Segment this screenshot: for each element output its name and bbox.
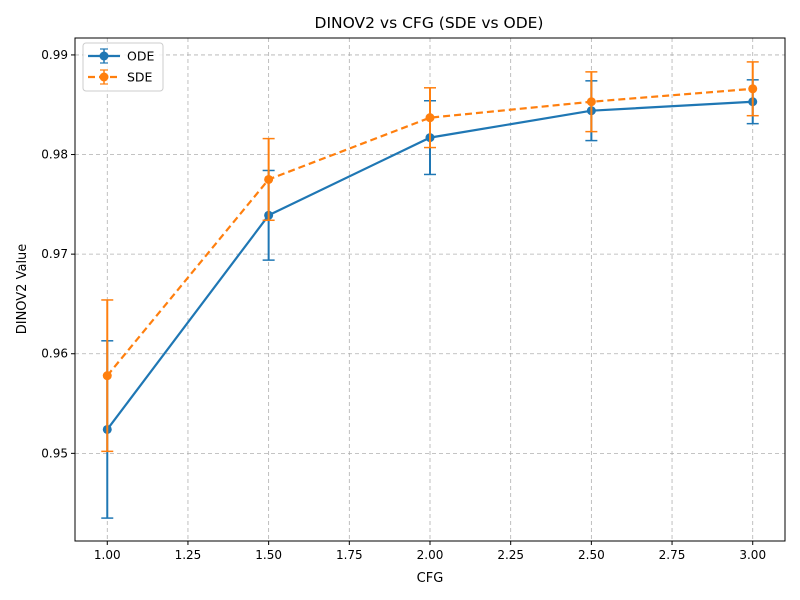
series-line-sde: [106, 87, 753, 377]
data-point-sde: [748, 84, 758, 94]
x-tick-label: 3.00: [739, 548, 766, 562]
x-tick-label: 1.00: [94, 548, 121, 562]
y-tick-label: 0.95: [41, 446, 68, 460]
x-tick-label: 2.25: [497, 548, 524, 562]
chart-title: DINOV2 vs CFG (SDE vs ODE): [315, 14, 544, 32]
y-axis-label: DINOV2 Value: [15, 244, 30, 335]
x-tick-label: 1.75: [336, 548, 363, 562]
y-tick-label: 0.97: [41, 247, 68, 261]
x-tick-label: 2.00: [417, 548, 444, 562]
y-tick-label: 0.98: [41, 148, 68, 162]
series-sde: [101, 61, 759, 453]
legend: ODE SDE: [82, 42, 164, 92]
legend-marker-ode: [99, 51, 109, 61]
x-tick-label: 1.50: [255, 548, 282, 562]
data-point-sde: [425, 113, 435, 123]
grid: [75, 38, 785, 541]
y-tick-label: 0.96: [41, 347, 68, 361]
data-point-sde: [586, 97, 596, 107]
axes: 1.00 1.25 1.50 1.75 2.00 2.25 2.50 2.75 3.00 0.95…: [41, 48, 766, 562]
x-tick-label: 1.25: [175, 548, 202, 562]
x-axis-label: CFG: [417, 571, 444, 586]
legend-marker-sde: [99, 72, 109, 82]
data-point-sde: [102, 371, 112, 381]
x-tick-label: 2.75: [659, 548, 686, 562]
data-point-sde: [264, 174, 274, 184]
series-layer: [101, 61, 759, 519]
y-tick-label: 0.99: [41, 48, 68, 62]
x-tick-label: 2.50: [578, 548, 605, 562]
legend-label-sde: SDE: [127, 70, 153, 85]
legend-label-ode: ODE: [127, 49, 154, 64]
